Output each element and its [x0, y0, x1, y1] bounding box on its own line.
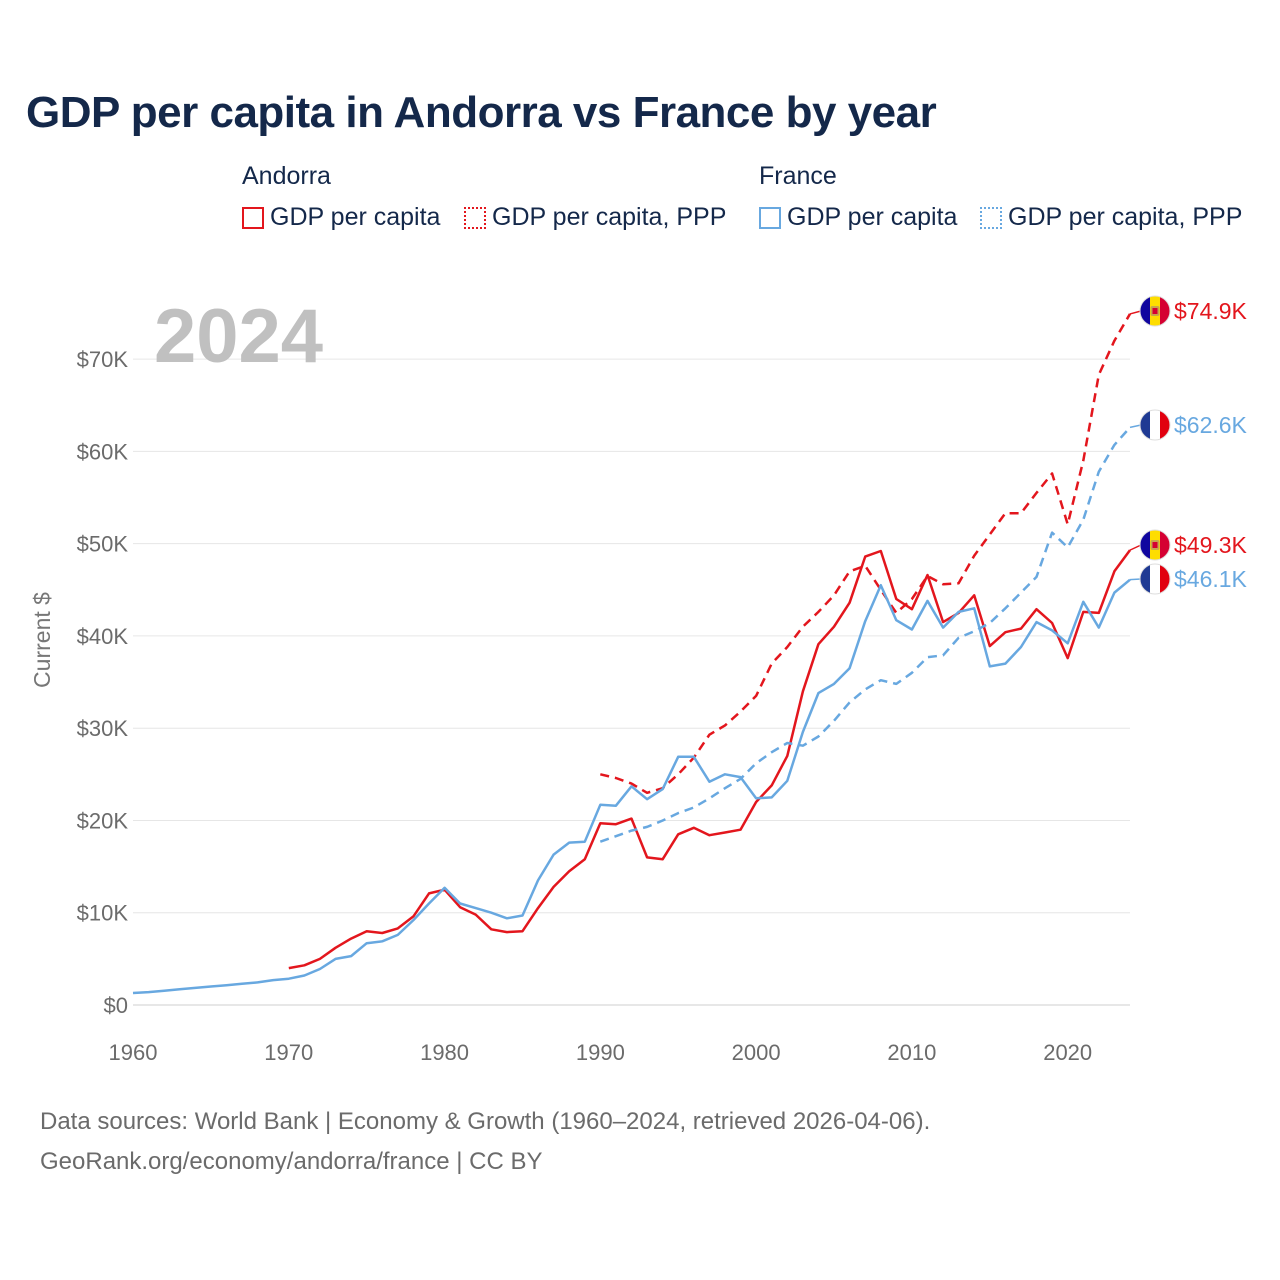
- gridlines: [133, 358, 1130, 1006]
- x-tick-label: 1960: [109, 1040, 158, 1065]
- y-tick-label: $40K: [77, 624, 129, 649]
- legend-label: GDP per capita, PPP: [1008, 203, 1243, 231]
- year-watermark: 2024: [154, 294, 323, 379]
- legend-label: GDP per capita: [787, 203, 958, 231]
- chart-title: GDP per capita in Andorra vs France by y…: [26, 88, 937, 137]
- legend-label: GDP per capita, PPP: [492, 203, 727, 231]
- y-tick-label: $70K: [77, 347, 129, 372]
- y-axis-ticks: $0 $10K $20K $30K $40K $50K $60K $70K: [77, 347, 129, 1018]
- france-flag-icon: [1140, 410, 1170, 440]
- x-tick-label: 1990: [576, 1040, 625, 1065]
- y-tick-label: $60K: [77, 439, 129, 464]
- legend-title-france: France: [759, 162, 837, 190]
- legend-swatch-solid: [759, 206, 781, 229]
- end-label-connector: [1129, 424, 1142, 429]
- y-tick-label: $0: [104, 993, 128, 1018]
- end-label-connector: [1129, 310, 1142, 315]
- end-label-value: $74.9K: [1174, 298, 1248, 324]
- legend-label: GDP per capita: [270, 203, 441, 231]
- legend-swatch-dotted: [464, 206, 486, 229]
- series-line-france_ppp: [599, 426, 1131, 843]
- source-line-1: Data sources: World Bank | Economy & Gro…: [40, 1108, 931, 1135]
- end-label-connector: [1129, 544, 1142, 551]
- legend-swatch-solid: [242, 206, 264, 229]
- france-flag-icon: [1140, 564, 1170, 594]
- series-line-andorra_ppp: [600, 313, 1132, 795]
- series-line-andorra_gdp: [288, 549, 1132, 970]
- x-tick-label: 2020: [1043, 1040, 1092, 1065]
- x-tick-label: 2000: [732, 1040, 781, 1065]
- y-axis-label: Current $: [29, 592, 55, 688]
- source-line-2[interactable]: GeoRank.org/economy/andorra/france | CC …: [40, 1148, 543, 1175]
- andorra-flag-icon: [1140, 296, 1170, 326]
- legend-swatch-dotted: [980, 206, 1002, 229]
- x-tick-label: 2010: [887, 1040, 936, 1065]
- legend-item-andorra-gdp[interactable]: GDP per capita: [242, 203, 440, 232]
- end-labels: $74.9K $62.6K $49.3K $46.1K: [1129, 295, 1248, 595]
- x-tick-label: 1980: [420, 1040, 469, 1065]
- x-axis-ticks: 1960 1970 1980 1990 2000 2010 2020: [109, 1040, 1093, 1065]
- andorra-flag-icon: [1140, 530, 1170, 560]
- y-tick-label: $30K: [77, 716, 129, 741]
- end-label-connector: [1129, 578, 1142, 581]
- y-tick-label: $10K: [77, 901, 129, 926]
- legend-item-andorra-ppp[interactable]: GDP per capita, PPP: [464, 203, 726, 232]
- end-label-value: $62.6K: [1174, 412, 1248, 438]
- legend-title-andorra: Andorra: [242, 162, 331, 190]
- series-line-france_gdp: [132, 578, 1131, 995]
- end-label-value: $46.1K: [1174, 566, 1248, 592]
- legend-item-france-gdp[interactable]: GDP per capita: [759, 203, 957, 232]
- series-lines: [132, 313, 1132, 995]
- x-tick-label: 1970: [264, 1040, 313, 1065]
- end-label-value: $49.3K: [1174, 532, 1248, 558]
- y-tick-label: $50K: [77, 532, 129, 557]
- y-tick-label: $20K: [77, 808, 129, 833]
- legend-item-france-ppp[interactable]: GDP per capita, PPP: [980, 203, 1242, 232]
